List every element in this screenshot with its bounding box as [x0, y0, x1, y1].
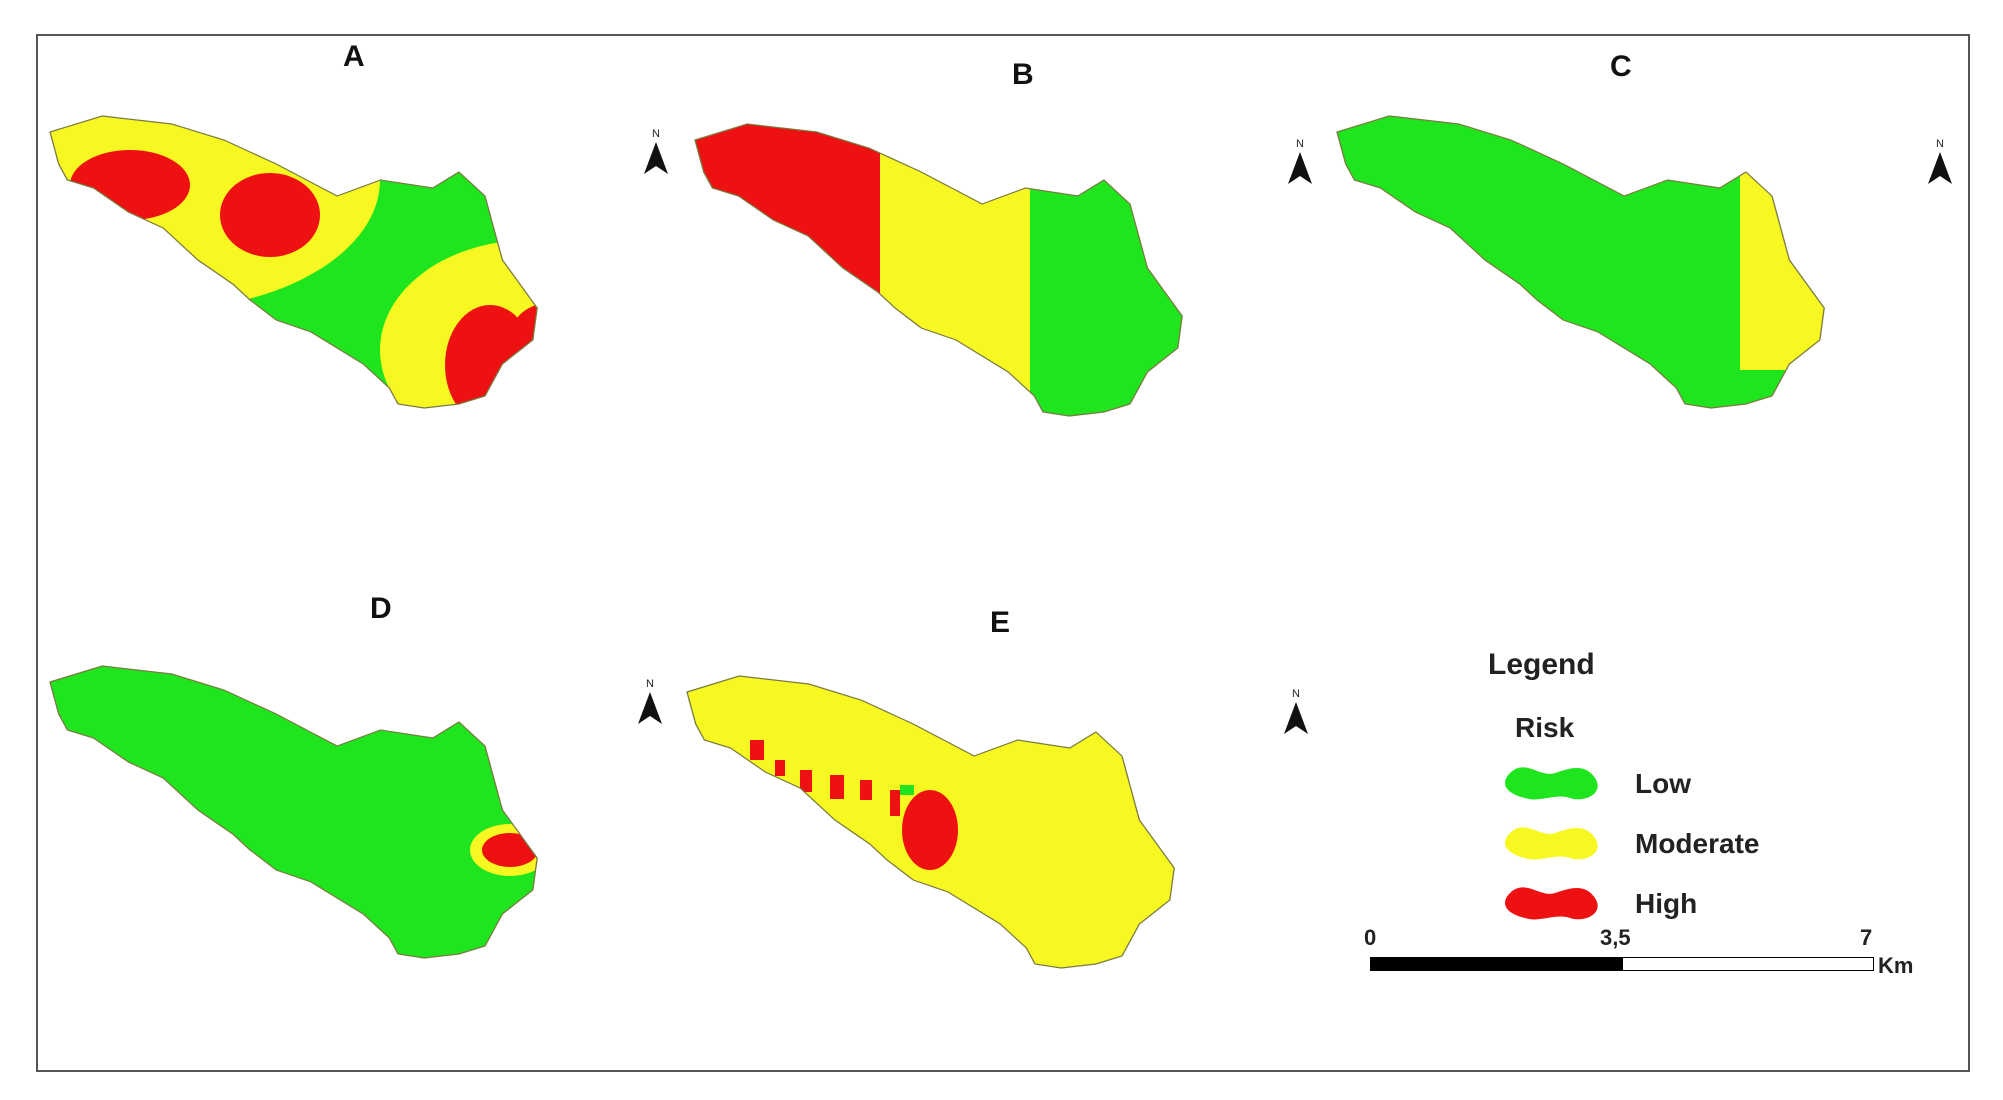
legend-label-moderate: Moderate [1635, 828, 1760, 859]
north-letter: N [1292, 688, 1300, 700]
map-d-moderate-zone-2 [537, 868, 538, 912]
north-letter: N [646, 678, 654, 690]
map-b [694, 123, 1183, 417]
legend: Legend Risk Low Moderate High [1480, 640, 1940, 940]
panel-label-a: A [343, 40, 365, 73]
scale-unit: Km [1878, 953, 1914, 978]
north-arrow-d: N [630, 678, 670, 728]
panel-label-d: D [370, 592, 392, 625]
north-letter: N [1296, 138, 1304, 150]
panel-label-b: B [1012, 58, 1034, 91]
legend-label-high: High [1635, 888, 1698, 919]
scale-bar: 0 3,5 7 Km [1360, 925, 1940, 985]
map-a-high-zone-4 [513, 302, 538, 358]
map-d-moderate-zone-3 [530, 927, 538, 958]
map-e-high-zone-1 [902, 790, 958, 870]
north-letter: N [1936, 138, 1944, 150]
legend-subtitle: Risk [1515, 712, 1575, 743]
figure-frame [36, 34, 1970, 1072]
legend-item-moderate: Moderate [1500, 818, 1860, 868]
map-a-high-zone-2 [220, 173, 320, 257]
map-e-high-patch-7 [1140, 1010, 1166, 1036]
map-a-moderate-zone-east [380, 240, 538, 408]
north-arrow-c: N [1920, 138, 1960, 188]
legend-label-low: Low [1635, 768, 1691, 799]
map-d-moderate-zone-4 [492, 968, 528, 992]
scale-tick-0: 0 [1364, 925, 1377, 950]
map-c-moderate-zone [1740, 120, 1825, 370]
scale-bar-white-segment [1622, 957, 1874, 971]
map-d-high-zone-3 [540, 935, 580, 975]
scale-tick-max: 7 [1860, 925, 1873, 950]
north-arrow-b: N [1280, 138, 1320, 188]
map-b-high-zone [695, 124, 910, 416]
map-e-high-patch-1 [750, 740, 764, 760]
map-d [49, 665, 601, 992]
north-arrow-a: N [636, 128, 676, 178]
map-a [49, 115, 538, 409]
north-letter: N [652, 128, 660, 140]
map-c [1336, 115, 1825, 409]
map-e-high-patch-3 [800, 770, 812, 792]
map-c-low-zone [1337, 116, 1825, 408]
map-e-high-patch-8 [1100, 980, 1106, 1010]
legend-swatch-low [1505, 767, 1598, 800]
map-e-low-patch-2 [1180, 900, 1196, 908]
panel-label-e: E [990, 606, 1011, 639]
map-e-low-patch-1 [900, 785, 914, 795]
legend-swatch-moderate [1505, 827, 1598, 860]
map-e [686, 675, 1196, 1036]
legend-item-high: High [1500, 878, 1860, 928]
scale-tick-mid: 3,5 [1600, 925, 1631, 950]
panel-label-c: C [1610, 50, 1632, 83]
north-arrow-e: N [1276, 688, 1316, 738]
map-d-low-zone [50, 666, 538, 958]
legend-swatch-high [1505, 887, 1598, 920]
map-d-high-zone-1 [482, 833, 538, 867]
legend-item-low: Low [1500, 758, 1860, 808]
map-d-high-zone-2 [549, 876, 601, 904]
map-e-high-patch-4 [830, 775, 844, 799]
map-b-moderate-zone [880, 124, 1055, 416]
map-e-high-patch-6 [890, 790, 900, 816]
map-d-high-zone-4 [501, 974, 519, 986]
map-e-high-patch-5 [860, 780, 872, 800]
map-e-high-patch-2 [775, 760, 785, 776]
legend-title: Legend [1488, 648, 1595, 681]
scale-bar-black-segment [1370, 957, 1622, 971]
map-a-high-zone-1 [70, 150, 190, 220]
map-e-moderate-zone [687, 676, 1175, 968]
